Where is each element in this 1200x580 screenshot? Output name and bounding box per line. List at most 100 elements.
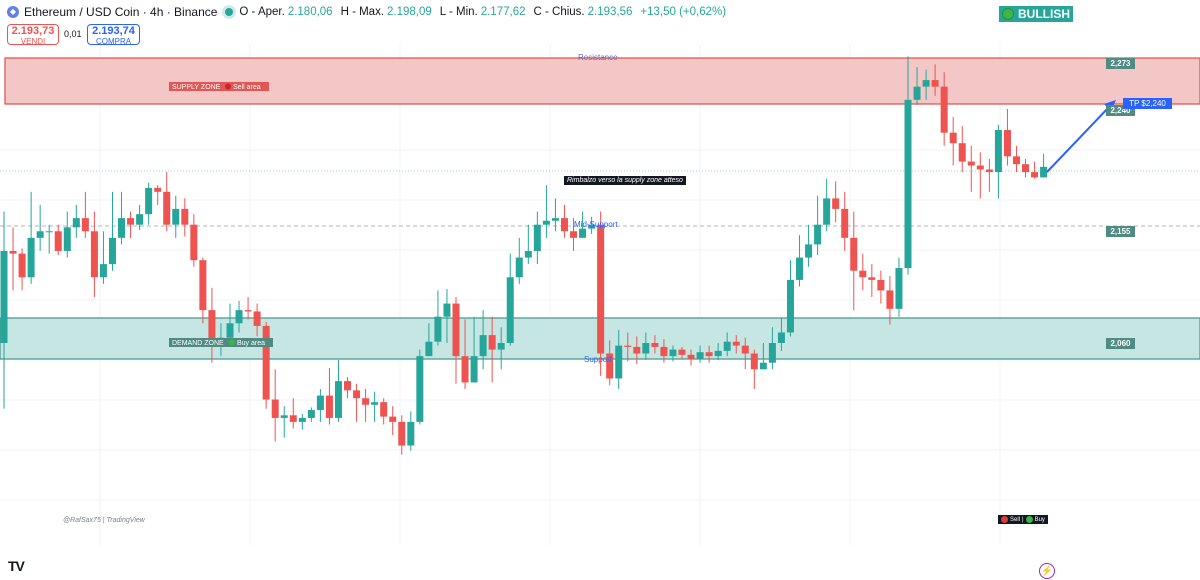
candle bbox=[443, 289, 451, 343]
candle bbox=[669, 345, 677, 362]
sell-button[interactable]: 2.193,73 VENDI bbox=[7, 24, 59, 46]
candle bbox=[54, 224, 62, 255]
candle-body bbox=[841, 208, 849, 238]
candle bbox=[18, 248, 26, 291]
buy-label: COMPRA bbox=[95, 37, 132, 46]
candle bbox=[786, 260, 794, 337]
candle bbox=[777, 318, 785, 351]
candle-body bbox=[145, 187, 153, 215]
candle-body bbox=[949, 132, 957, 144]
candle-body bbox=[542, 220, 550, 225]
candle bbox=[859, 253, 867, 291]
candle bbox=[163, 172, 171, 232]
chart-header: ◆ Ethereum / USD Coin · 4h · Binance O -… bbox=[0, 0, 1200, 24]
candle bbox=[759, 343, 767, 370]
candle bbox=[316, 389, 324, 422]
symbol-title[interactable]: Ethereum / USD Coin · 4h · Binance bbox=[24, 5, 218, 19]
candle bbox=[452, 296, 460, 384]
candle-body bbox=[823, 198, 831, 225]
candle bbox=[651, 335, 659, 354]
candle bbox=[985, 158, 993, 192]
candle-body bbox=[832, 198, 840, 209]
candle bbox=[325, 367, 333, 425]
candle bbox=[208, 287, 216, 363]
red-circle-icon bbox=[225, 83, 231, 90]
green-circle-icon bbox=[1002, 8, 1014, 20]
candle bbox=[63, 211, 71, 258]
candle bbox=[371, 391, 379, 422]
candle bbox=[931, 64, 939, 96]
candle bbox=[841, 191, 849, 251]
buy-button[interactable]: 2.193,74 COMPRA bbox=[87, 24, 140, 46]
candle bbox=[570, 218, 578, 251]
candle bbox=[750, 349, 758, 390]
candle bbox=[235, 300, 243, 333]
candle bbox=[81, 191, 89, 238]
candle-body bbox=[434, 316, 442, 342]
candle-body bbox=[940, 86, 948, 133]
candle bbox=[768, 327, 776, 370]
close-value: 2.193,56 bbox=[587, 6, 633, 18]
candle-body bbox=[325, 395, 333, 418]
candle bbox=[796, 235, 804, 287]
candle-body bbox=[606, 353, 614, 379]
candle-body bbox=[570, 231, 578, 238]
candle bbox=[515, 237, 523, 284]
candle-body bbox=[904, 99, 912, 269]
close-label: C - Chius. bbox=[533, 6, 585, 18]
candle bbox=[136, 204, 144, 230]
candle-body bbox=[1022, 164, 1030, 173]
candle bbox=[154, 185, 162, 205]
candle bbox=[560, 204, 568, 238]
candle bbox=[678, 346, 686, 359]
price-level-mid-support: 2,155 bbox=[1106, 226, 1135, 237]
candle bbox=[913, 66, 921, 106]
candle-body bbox=[515, 257, 523, 278]
candle-body bbox=[172, 208, 180, 225]
candle-body bbox=[506, 277, 514, 343]
candle bbox=[922, 69, 930, 100]
candle-body bbox=[642, 343, 650, 354]
candle-body bbox=[271, 399, 279, 418]
candle-body bbox=[696, 352, 704, 359]
green-circle-icon bbox=[229, 339, 235, 346]
candle-body bbox=[1040, 166, 1048, 178]
candle-body bbox=[560, 218, 568, 232]
candle bbox=[479, 310, 487, 370]
candle-body bbox=[660, 346, 668, 357]
candle-body bbox=[669, 349, 677, 357]
candle-body bbox=[54, 231, 62, 251]
price-level-resistance: 2,273 bbox=[1106, 58, 1135, 69]
lightning-icon[interactable]: ⚡ bbox=[1039, 563, 1055, 579]
candle-body bbox=[895, 268, 903, 309]
candle-body bbox=[389, 416, 397, 422]
candle-body bbox=[452, 303, 460, 357]
candle-body bbox=[1012, 156, 1020, 165]
candle-body bbox=[136, 214, 144, 225]
supply-zone-sub: Sell area bbox=[233, 84, 261, 91]
candle-body bbox=[316, 395, 324, 411]
high-value: 2.198,09 bbox=[387, 6, 432, 18]
tradingview-logo-icon[interactable]: TV bbox=[8, 558, 25, 574]
candle-body bbox=[118, 218, 126, 238]
candle bbox=[732, 335, 740, 354]
candle bbox=[687, 349, 695, 366]
demand-zone-label: DEMAND ZONE bbox=[172, 340, 224, 347]
candle bbox=[145, 182, 153, 225]
demand-zone-tag: DEMAND ZONE Buy area bbox=[169, 338, 273, 347]
candle-body bbox=[786, 279, 794, 333]
candle-body bbox=[398, 421, 406, 446]
candle-body bbox=[985, 169, 993, 173]
legend-buy: Buy bbox=[1034, 516, 1045, 523]
legend-separator: | bbox=[1022, 516, 1024, 523]
candle-body bbox=[687, 354, 695, 359]
candle-body bbox=[407, 421, 415, 446]
candle bbox=[108, 191, 116, 271]
candle-body bbox=[750, 353, 758, 370]
buy-price: 2.193,74 bbox=[92, 25, 135, 37]
tp-label: TP $2,240 bbox=[1123, 98, 1172, 109]
sell-price: 2.193,73 bbox=[11, 25, 55, 37]
candle bbox=[380, 398, 388, 425]
candle bbox=[199, 257, 207, 324]
